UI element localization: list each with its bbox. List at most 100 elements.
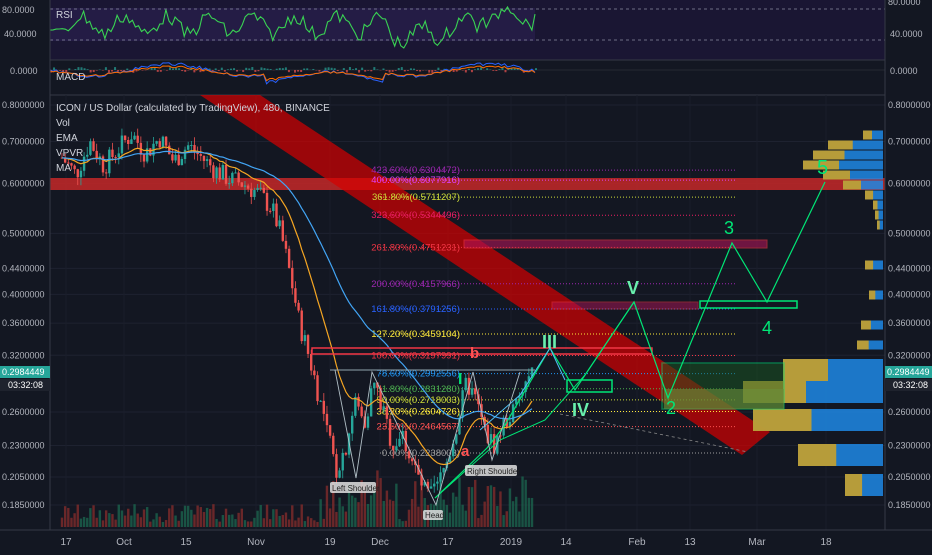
macd-hist-bar [53,67,55,70]
candle-body [439,472,441,481]
candle-body [165,137,167,146]
macd-hist-bar [279,68,281,70]
macd-hist-bar [59,70,61,71]
volume-bar [133,504,135,527]
svg-text:40.0000: 40.0000 [4,29,37,39]
candle-body [275,204,277,227]
macd-hist-bar [215,68,217,70]
candle-body [442,468,444,472]
candle-body [155,141,157,144]
volume-bar [70,518,72,527]
macd-hist-bar [212,70,214,71]
candle-body [389,419,391,446]
volume-bar [174,516,176,527]
volume-bar [323,519,325,527]
left-shoulder-tag: Left Shoulder [330,482,380,493]
volume-bar [524,480,526,527]
macd-hist-bar [254,70,256,72]
vpvr-bar-up [863,131,872,140]
macd-hist-bar [108,70,110,73]
volume-bar [67,508,69,527]
candle-body [408,451,410,458]
macd-hist-bar [498,69,500,70]
candle-body [471,388,473,394]
volume-bar [159,517,161,527]
candle-body [282,220,284,241]
svg-text:0.2984449: 0.2984449 [2,367,45,377]
volume-bar [269,519,271,527]
macd-hist-bar [288,70,290,72]
candle-body [171,154,173,160]
volume-bar [266,505,268,527]
macd-hist-bar [77,67,79,70]
vpvr-bar-up [875,211,879,220]
candle-body [351,416,353,434]
macd-hist-bar [218,70,220,71]
vpvr-bar-up [753,409,812,431]
volume-bar [414,481,416,527]
candle-body [105,172,107,173]
volume-bar [379,478,381,527]
vpvr-bar-up [798,444,836,466]
volume-bar [228,515,230,527]
volume-bar [288,519,290,527]
candle-body [367,416,369,427]
candle-body [436,482,438,484]
time-tick-label: 13 [684,537,696,548]
volume-bar [335,512,337,527]
time-tick-label: 17 [442,537,454,548]
price-tick-label: 0.2050000 [888,472,931,482]
candle-body [278,220,280,226]
candle-body [354,397,356,416]
wave-label-3: III [542,332,557,352]
svg-text:0.2984449: 0.2984449 [887,367,930,377]
candle-body [386,406,388,419]
candle-body [465,378,467,390]
volume-bar [487,486,489,527]
macd-hist-bar [96,70,98,71]
candle-body [313,371,315,376]
candle-body [266,193,268,211]
macd-hist-bar [410,68,412,70]
macd-hist-bar [294,70,296,73]
candle-body [95,151,97,159]
macd-hist-bar [74,69,76,70]
volume-bar [345,512,347,527]
candle-body [294,288,296,303]
macd-hist-bar [224,70,226,72]
volume-bar [411,499,413,527]
vpvr-bar-up [877,221,880,230]
volume-bar [275,509,277,527]
candle-body [253,190,255,197]
price-tick-label: 0.6000000 [888,179,931,189]
time-tick-label: 14 [560,537,572,548]
candle-body [357,397,359,407]
candle-body [178,155,180,165]
volume-bar [108,513,110,527]
price-tick-label: 0.2050000 [2,472,45,482]
volume-bar [398,519,400,527]
candle-body [285,241,287,249]
volume-bar [124,516,126,527]
macd-hist-bar [233,68,235,70]
fib-label: 400.00%(0.6077916) [371,175,460,186]
price-tick-label: 0.2600000 [2,407,45,417]
candle-body [209,159,211,165]
candle-body [92,141,94,151]
volume-bar [446,505,448,527]
volume-bar [392,501,394,527]
macd-hist-bar [468,69,470,70]
candle-body [291,268,293,288]
price-tick-label: 0.4000000 [2,289,45,299]
volume-bar [146,507,148,527]
fib-label: 127.20%(0.3459104) [371,329,460,340]
candle-body [77,169,79,177]
volume-bar [77,505,79,527]
vpvr-bar-up [843,181,861,190]
volume-bar [490,485,492,527]
candle-body [222,165,224,180]
macd-hist-bar [199,70,201,72]
volume-bar [237,513,239,527]
